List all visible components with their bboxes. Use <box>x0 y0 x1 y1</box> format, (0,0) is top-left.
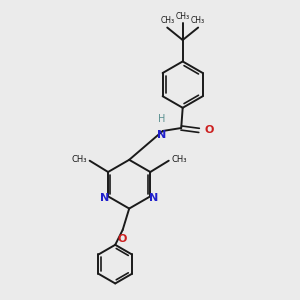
Text: H: H <box>158 114 166 124</box>
Text: CH₃: CH₃ <box>176 12 190 21</box>
Text: CH₃: CH₃ <box>171 155 187 164</box>
Text: N: N <box>149 193 158 203</box>
Text: CH₃: CH₃ <box>160 16 174 26</box>
Text: O: O <box>204 125 214 135</box>
Text: CH₃: CH₃ <box>191 16 205 26</box>
Text: N: N <box>100 193 109 203</box>
Text: CH₃: CH₃ <box>72 155 87 164</box>
Text: N: N <box>157 130 167 140</box>
Text: O: O <box>118 234 127 244</box>
